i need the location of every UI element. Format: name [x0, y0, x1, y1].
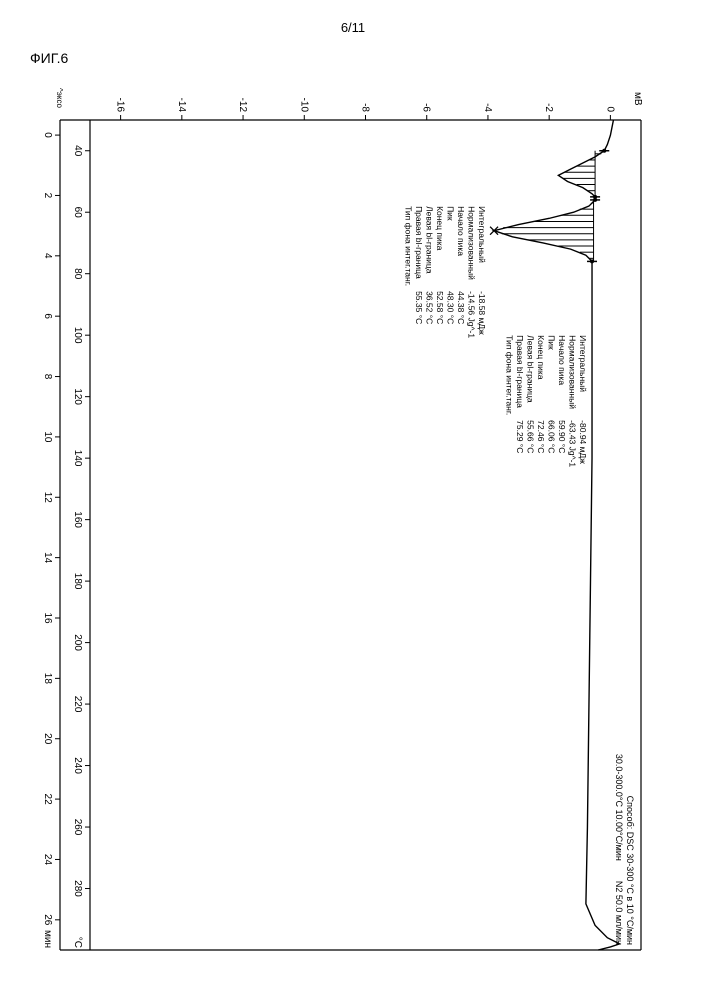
svg-text:6: 6 [42, 313, 53, 319]
svg-text:59.90 °С: 59.90 °С [557, 420, 567, 453]
svg-text:20: 20 [42, 733, 53, 745]
svg-text:75.29 °С: 75.29 °С [515, 420, 525, 453]
svg-text:10: 10 [42, 431, 53, 443]
svg-text:0: 0 [42, 132, 53, 138]
svg-text:Левая bl-граница: Левая bl-граница [424, 206, 434, 274]
svg-text:^эксо: ^эксо [55, 88, 64, 109]
svg-text:200: 200 [72, 634, 83, 651]
svg-text:Тип фона интег.танг.: Тип фона интег.танг. [403, 206, 413, 286]
svg-text:-6: -6 [421, 103, 432, 112]
svg-text:2: 2 [42, 193, 53, 199]
svg-text:мин: мин [42, 930, 53, 948]
svg-text:220: 220 [72, 696, 83, 713]
svg-text:Способ: DSC 30-300 °С в 10 °С/: Способ: DSC 30-300 °С в 10 °С/мин [625, 796, 635, 945]
svg-text:22: 22 [42, 794, 53, 806]
svg-text:Нормализованный: Нормализованный [466, 206, 476, 280]
svg-text:240: 240 [72, 757, 83, 774]
svg-text:Начало пика: Начало пика [557, 335, 567, 385]
svg-text:Левая bl-граница: Левая bl-граница [525, 335, 535, 403]
svg-text:24: 24 [42, 854, 53, 866]
svg-text:72.46 °С: 72.46 °С [536, 420, 546, 453]
svg-text:мВ: мВ [632, 92, 643, 106]
svg-text:40: 40 [72, 145, 83, 157]
svg-text:4: 4 [42, 253, 53, 259]
svg-text:44.38 °С: 44.38 °С [456, 291, 466, 324]
figure-label: ФИГ.6 [30, 50, 68, 66]
svg-text:60: 60 [72, 207, 83, 219]
svg-text:14: 14 [42, 552, 53, 564]
svg-text:30.0-300.0°С 10.00°С/минN2 50.: 30.0-300.0°С 10.00°С/минN2 50.0 мл/мин [614, 754, 624, 945]
svg-text:Конец пика: Конец пика [536, 335, 546, 380]
page-number: 6/11 [341, 20, 365, 35]
svg-text:52.58 °С: 52.58 °С [435, 291, 445, 324]
svg-text:100: 100 [72, 327, 83, 344]
svg-text:26: 26 [42, 914, 53, 926]
svg-text:Пик: Пик [546, 335, 556, 350]
svg-text:36.52 °С: 36.52 °С [424, 291, 434, 324]
svg-text:48.30 °С: 48.30 °С [445, 291, 455, 324]
svg-text:12: 12 [42, 492, 53, 504]
svg-text:Интегральный: Интегральный [578, 335, 588, 392]
svg-text:Нормализованный: Нормализованный [567, 335, 577, 409]
svg-text:280: 280 [72, 880, 83, 897]
svg-text:-18.58 мДж: -18.58 мДж [477, 291, 487, 335]
svg-text:-8: -8 [360, 103, 371, 112]
svg-text:16: 16 [42, 612, 53, 624]
svg-text:-4: -4 [482, 103, 493, 112]
svg-text:Правая bl-граница: Правая bl-граница [414, 206, 424, 279]
svg-text:180: 180 [72, 573, 83, 590]
svg-text:0: 0 [604, 106, 615, 112]
svg-text:Пик: Пик [445, 206, 455, 221]
svg-text:-14.56 Jg^-1: -14.56 Jg^-1 [466, 291, 476, 338]
svg-text:Конец пика: Конец пика [435, 206, 445, 251]
chart-container: 0-2-4-6-8-10-12-14-16мВ40608010012014016… [0, 207, 706, 833]
svg-text:55.35 °С: 55.35 °С [414, 291, 424, 324]
svg-text:Начало пика: Начало пика [456, 206, 466, 256]
svg-text:80: 80 [72, 268, 83, 280]
svg-text:Интегральный: Интегральный [477, 206, 487, 263]
svg-text:-12: -12 [237, 98, 248, 113]
svg-text:Правая bl-граница: Правая bl-граница [515, 335, 525, 408]
svg-text:-16: -16 [115, 98, 126, 113]
svg-text:55.66 °С: 55.66 °С [525, 420, 535, 453]
svg-text:8: 8 [42, 374, 53, 380]
svg-text:-2: -2 [543, 103, 554, 112]
svg-text:°С: °С [72, 937, 83, 948]
svg-text:120: 120 [72, 388, 83, 405]
svg-text:140: 140 [72, 450, 83, 467]
svg-text:18: 18 [42, 673, 53, 685]
svg-text:-10: -10 [298, 98, 309, 113]
svg-text:-80.94 мДж: -80.94 мДж [578, 420, 588, 464]
svg-text:160: 160 [72, 511, 83, 528]
svg-text:260: 260 [72, 819, 83, 836]
svg-text:-63.43 Jg^-1: -63.43 Jg^-1 [567, 420, 577, 467]
svg-text:-14: -14 [176, 98, 187, 113]
svg-text:Тип фона интег.танг.: Тип фона интег.танг. [504, 335, 514, 415]
dsc-chart: 0-2-4-6-8-10-12-14-16мВ40608010012014016… [40, 75, 666, 965]
svg-text:66.06 °С: 66.06 °С [546, 420, 556, 453]
